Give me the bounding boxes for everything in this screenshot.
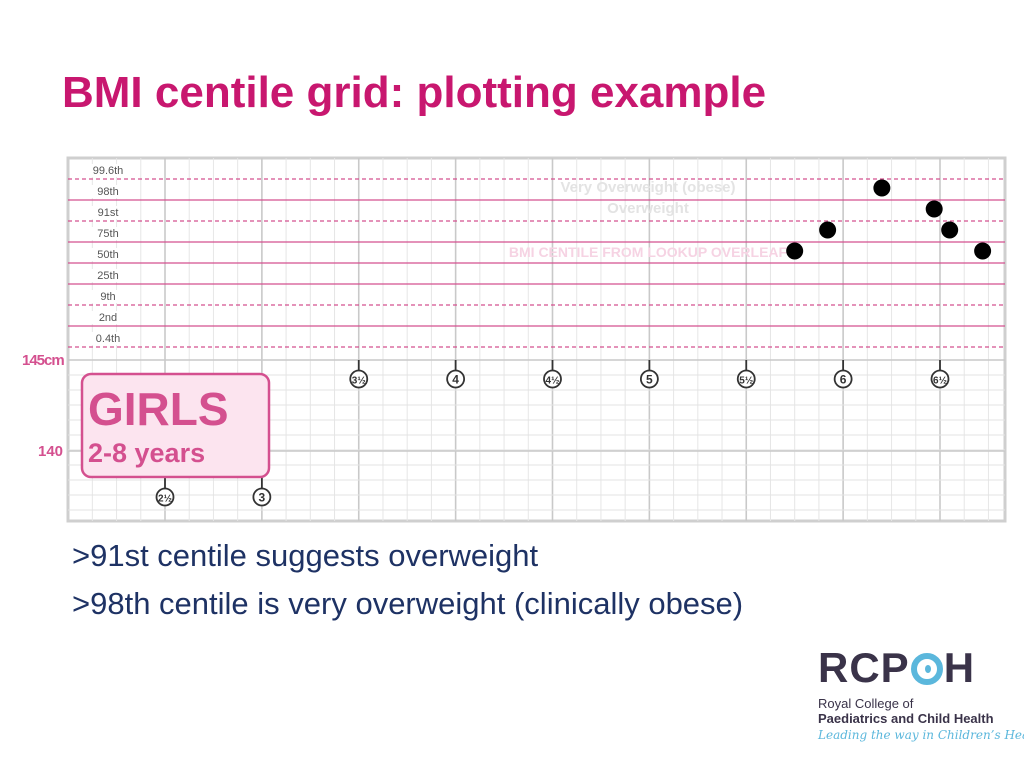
- logo-org-line2: Paediatrics and Child Health: [818, 711, 994, 726]
- logo-word-left: RCP: [818, 644, 910, 691]
- age-tick-label: 3: [259, 491, 266, 505]
- girls-badge-subtitle: 2-8 years: [88, 438, 205, 468]
- age-tick-label: 5½: [739, 376, 753, 387]
- height-label-140: 140: [38, 443, 63, 460]
- age-tick-label: 5: [646, 373, 653, 387]
- centile-label-bg: [78, 332, 138, 345]
- age-tick-circle: [930, 369, 950, 389]
- age-tick-circle: [639, 369, 659, 389]
- age-tick-circle: [543, 369, 562, 389]
- age-tick-label: 4: [452, 373, 459, 387]
- centile-label-bg: [78, 290, 138, 303]
- centile-label: 98th: [97, 186, 118, 198]
- bmi-centile-chart: 99.6th 98th 91st 75th 50th 25th 9th 2nd 0.4th Ver…: [22, 156, 1007, 523]
- centile-label: 50th: [97, 249, 118, 261]
- centile-label-bg: [78, 185, 138, 198]
- centile-label: 75th: [97, 228, 118, 240]
- centile-label-bg: [78, 248, 138, 261]
- logo-wordmark: RCP H: [818, 646, 975, 690]
- data-point: [974, 242, 992, 260]
- centile-label-bg: [78, 311, 138, 324]
- centile-label: 9th: [100, 291, 115, 303]
- data-point: [786, 242, 804, 260]
- logo-org-line1: Royal College of: [818, 696, 914, 711]
- centile-label-bg: [78, 164, 138, 177]
- age-tick-circle: [446, 369, 466, 389]
- bullet-overweight: >91st centile suggests overweight: [72, 538, 539, 573]
- data-point: [819, 221, 837, 239]
- girls-badge: [80, 372, 271, 479]
- age-tick-label: 2½: [158, 494, 172, 505]
- age-tick-circle: [736, 369, 756, 389]
- age-tick-label: 3½: [352, 376, 366, 387]
- logo-tagline: Leading the way in Children’s Health: [818, 728, 1024, 742]
- data-point: [873, 179, 891, 197]
- centile-label-bg: [78, 206, 138, 219]
- centile-label: 2nd: [99, 312, 117, 324]
- data-point: [925, 200, 943, 218]
- bullet-obese: >98th centile is very overweight (clinic…: [72, 586, 744, 621]
- band-label-overweight: Overweight: [607, 200, 689, 217]
- overlay-note: BMI CENTILE FROM LOOKUP OVERLEAF: [509, 244, 788, 260]
- bullet-list: >91st centile suggests overweight >98th …: [72, 532, 743, 628]
- band-label-obese: Very Overweight (obese): [560, 179, 735, 196]
- slide-title: BMI centile grid: plotting example: [62, 68, 767, 117]
- centile-label: 0.4th: [96, 333, 120, 345]
- age-tick-circle: [252, 487, 272, 507]
- centile-label-bg: [78, 269, 138, 282]
- age-tick-label: 6½: [933, 376, 947, 387]
- age-tick-label: 6: [840, 373, 847, 387]
- data-point: [941, 221, 959, 239]
- centile-label-bg: [78, 227, 138, 240]
- centile-label: 99.6th: [93, 165, 124, 177]
- logo-word-right: H: [943, 644, 976, 691]
- height-label-145: 145cm: [22, 352, 64, 369]
- chart-svg: 99.6th 98th 91st 75th 50th 25th 9th 2nd 0.4th Ver…: [22, 156, 1007, 523]
- age-tick-label: 4½: [546, 376, 560, 387]
- centile-label: 25th: [97, 270, 118, 282]
- age-tick-circle: [349, 369, 369, 389]
- age-tick-circle: [155, 487, 175, 507]
- child-circle-icon: [910, 653, 943, 685]
- age-tick-circle: [833, 369, 853, 389]
- girls-badge-title: GIRLS: [88, 383, 229, 435]
- rcpch-logo: RCP H Royal College of Paediatrics and Ch…: [818, 646, 1024, 746]
- centile-label: 91st: [98, 207, 119, 219]
